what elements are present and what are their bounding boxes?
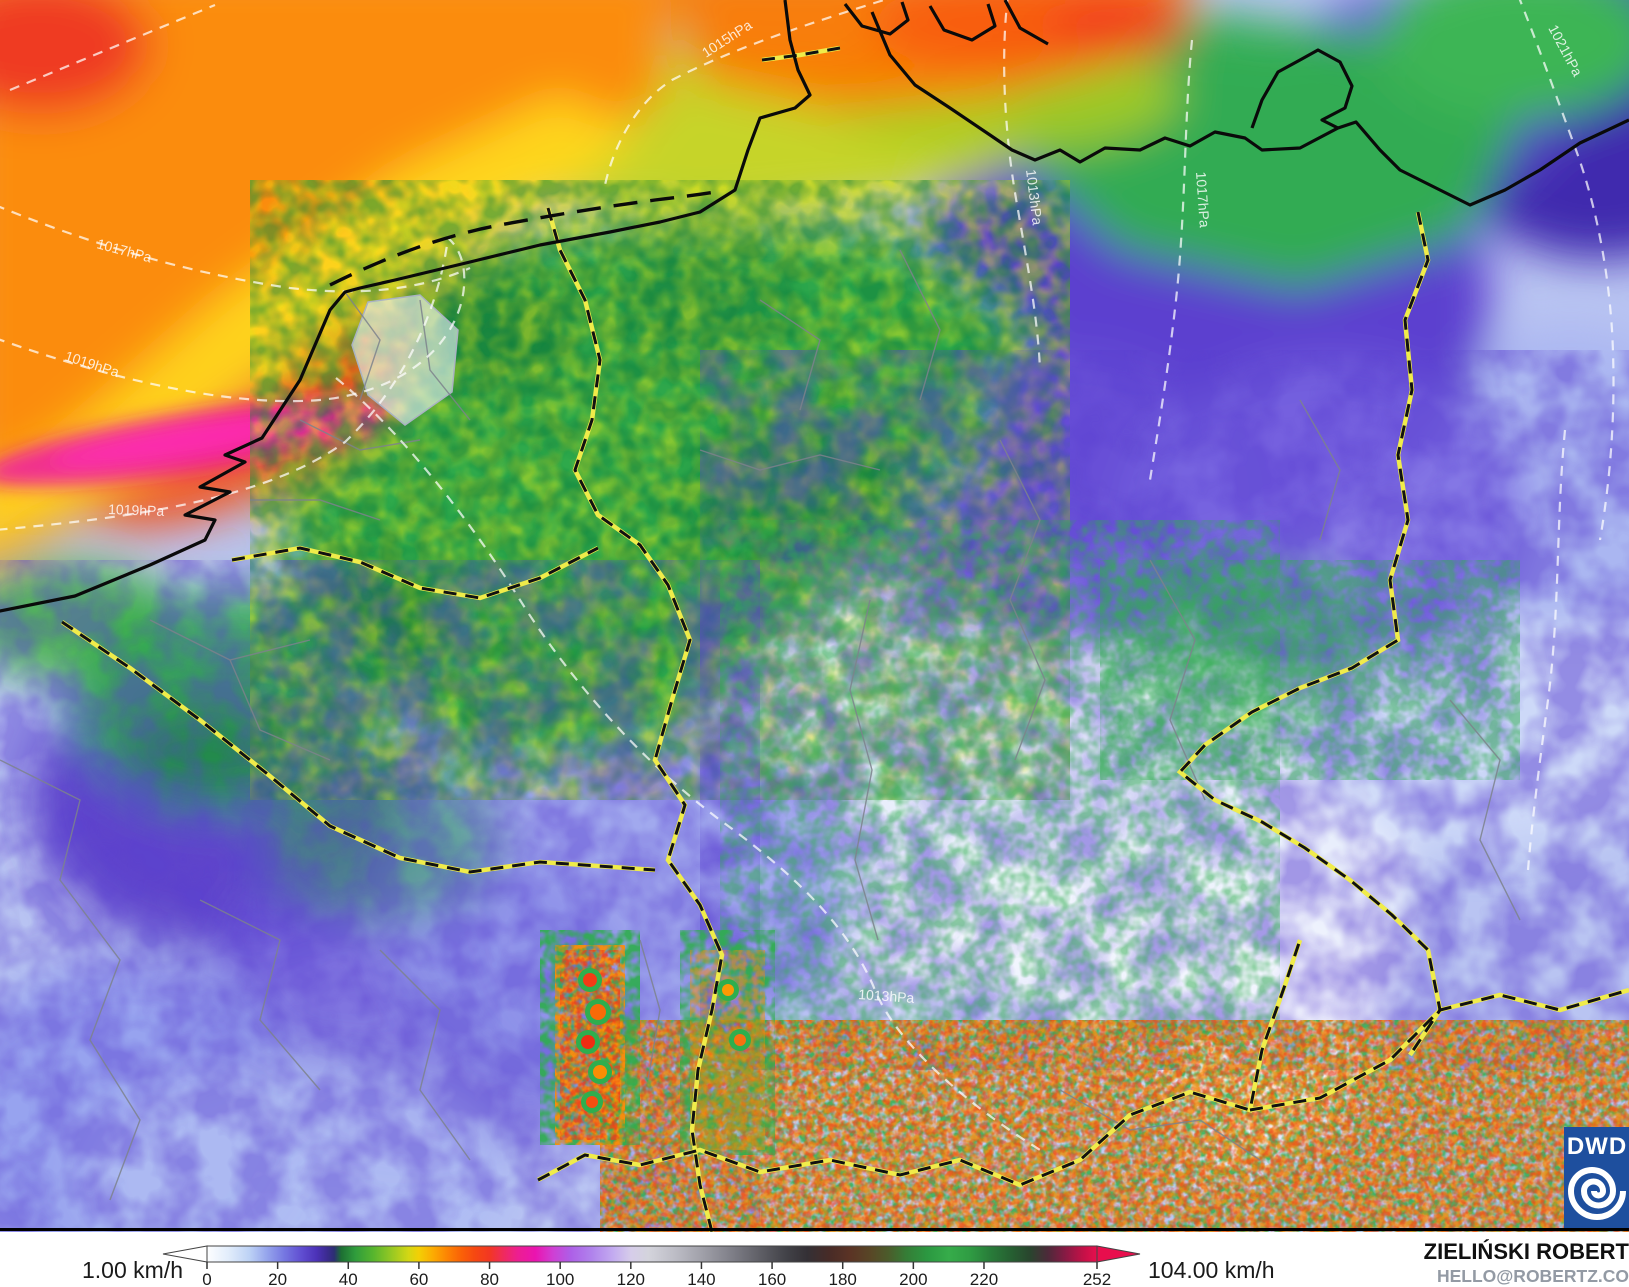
speckle-texture-layer [0, 180, 1629, 1232]
isobar-lines [0, 0, 1615, 1151]
colorbar-tick-label: 180 [829, 1270, 857, 1287]
coastline [0, 0, 1629, 613]
legend-strip: 1.00 km/h 0 20 40 60 80 100 120 140 160 180 200 220… [0, 1232, 1629, 1287]
isobar-label: 1013hPa [1023, 168, 1046, 226]
colorbar-tick-label: 60 [409, 1270, 428, 1287]
regional-borders [0, 249, 1521, 1201]
colorbar-tick-label: 140 [687, 1270, 715, 1287]
isobar-label: 1019hPa [108, 501, 165, 519]
colorbar-tick-label: 100 [546, 1270, 574, 1287]
map-frame-line [0, 1228, 1629, 1231]
colorbar-tick-label: 200 [899, 1270, 927, 1287]
colorbar-tick-label: 160 [758, 1270, 786, 1287]
colorbar-tick-label: 20 [268, 1270, 287, 1287]
colorbar-tick-label: 80 [480, 1270, 499, 1287]
isobar-label: 1013hPa [858, 986, 915, 1006]
attribution-email: HELLO@ROBERTZ.CO [1437, 1266, 1629, 1286]
mountain-gust-spots [576, 968, 751, 1113]
legend-min-label: 1.00 km/h [82, 1257, 183, 1283]
dwd-logo: DWD [1564, 1127, 1629, 1228]
colorbar-tick-label: 40 [339, 1270, 358, 1287]
colorbar-tick-label: 0 [202, 1270, 211, 1287]
colorbar-tick-label: 120 [617, 1270, 645, 1287]
dwd-spiral-icon [1567, 1167, 1626, 1220]
ijsselmeer-lake [351, 294, 459, 426]
wadden-islands-coast [329, 190, 716, 287]
wind-gust-map: 1017hPa 1019hPa 1019hPa 1015hPa 1013hPa 1013h… [0, 0, 1629, 1232]
attribution-name: ZIELIŃSKI ROBERT [1424, 1239, 1629, 1264]
legend-canvas: 1.00 km/h 0 20 40 60 80 100 120 140 160 180 200 220… [82, 1239, 1629, 1287]
wind-gust-map-canvas: 1017hPa1019hPa1019hPa1015hPa1013hPa1013h… [0, 0, 1629, 1232]
colorbar-tick-label: 252 [1083, 1270, 1111, 1287]
colorbar-ticks: 0 20 40 60 80 100 120 140 160 180 200 220 252 [202, 1262, 1111, 1287]
colorbar-right-arrow [1096, 1245, 1141, 1263]
colorbar-tick-label: 220 [970, 1270, 998, 1287]
country-borders [60, 45, 1629, 1232]
legend-max-label: 104.00 km/h [1148, 1257, 1275, 1283]
colorbar [206, 1245, 1098, 1263]
isobar-label: 1017hPa [1193, 171, 1213, 228]
dwd-logo-text: DWD [1567, 1133, 1627, 1160]
